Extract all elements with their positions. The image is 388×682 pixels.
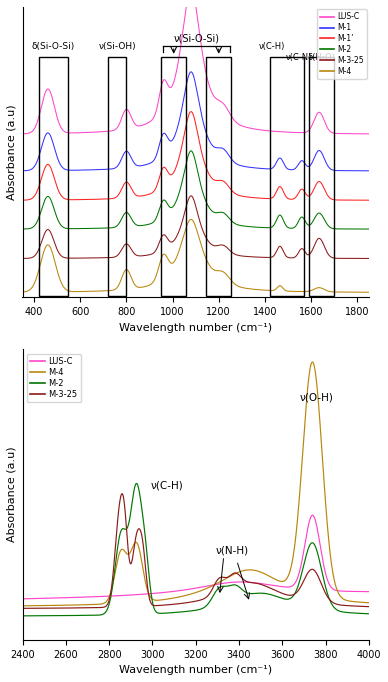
Legend: LUS-C, M-4, M-2, M-3-25: LUS-C, M-4, M-2, M-3-25	[27, 353, 81, 402]
LUS-C	[310, 511, 315, 519]
Bar	[108, 57, 126, 296]
M-3-25	[166, 601, 170, 609]
M-3-25	[20, 604, 25, 612]
M-4	[166, 595, 170, 603]
Bar	[206, 57, 231, 296]
M-2	[356, 609, 360, 617]
M-4	[356, 598, 360, 606]
LUS-C	[166, 588, 170, 596]
M-2	[20, 612, 25, 620]
LUS-C	[20, 595, 25, 603]
Text: ν(C-H): ν(C-H)	[150, 481, 183, 490]
Text: ν(Si-OH): ν(Si-OH)	[98, 42, 136, 51]
Y-axis label: Absorbance (a.u): Absorbance (a.u)	[7, 104, 17, 200]
M-2	[166, 609, 170, 617]
M-3-25	[120, 490, 125, 498]
M-2	[339, 608, 343, 616]
Text: ν(C-H): ν(C-H)	[259, 42, 285, 51]
M-4	[20, 602, 25, 610]
LUS-C	[185, 585, 189, 593]
M-3-25	[168, 600, 173, 608]
Text: δ(Si-O-Si): δ(Si-O-Si)	[31, 42, 75, 51]
M-2	[185, 607, 189, 615]
M-4	[168, 595, 173, 603]
Line: M-3-25: M-3-25	[23, 494, 369, 608]
M-2	[367, 610, 371, 618]
Line: M-4: M-4	[23, 362, 369, 606]
Bar	[161, 57, 186, 296]
LUS-C	[168, 588, 173, 596]
M-3-25	[272, 586, 277, 594]
Y-axis label: Absorbance (a.u): Absorbance (a.u)	[7, 447, 17, 542]
Bar	[39, 57, 68, 296]
LUS-C	[339, 587, 343, 595]
M-4	[272, 575, 276, 583]
M-4	[185, 591, 189, 599]
X-axis label: Wavelength number (cm⁻¹): Wavelength number (cm⁻¹)	[119, 665, 272, 675]
M-2	[272, 591, 277, 599]
M-3-25	[339, 601, 343, 609]
M-3-25	[185, 599, 189, 607]
Text: ν(N-H): ν(N-H)	[215, 546, 248, 556]
Text: δ(H₂O): δ(H₂O)	[308, 53, 335, 62]
Text: ν(Si-O-Si): ν(Si-O-Si)	[174, 33, 220, 44]
Line: M-2: M-2	[23, 484, 369, 616]
Bar	[270, 57, 304, 296]
M-4	[367, 599, 371, 607]
M-3-25	[356, 602, 360, 610]
M-2	[168, 608, 173, 617]
Text: ν(C-N): ν(C-N)	[286, 53, 312, 62]
Line: LUS-C: LUS-C	[23, 515, 369, 599]
Bar	[309, 57, 334, 296]
M-2	[134, 479, 139, 488]
Legend: LUS-C, M-1, M-1’, M-2, M-3-25, M-4: LUS-C, M-1, M-1’, M-2, M-3-25, M-4	[317, 10, 367, 79]
M-3-25	[367, 603, 371, 611]
LUS-C	[356, 587, 360, 595]
Text: ν(O-H): ν(O-H)	[300, 393, 333, 403]
X-axis label: Wavelength number (cm⁻¹): Wavelength number (cm⁻¹)	[119, 323, 272, 333]
LUS-C	[272, 582, 276, 590]
M-4	[310, 358, 315, 366]
M-4	[339, 593, 343, 601]
LUS-C	[367, 588, 371, 596]
